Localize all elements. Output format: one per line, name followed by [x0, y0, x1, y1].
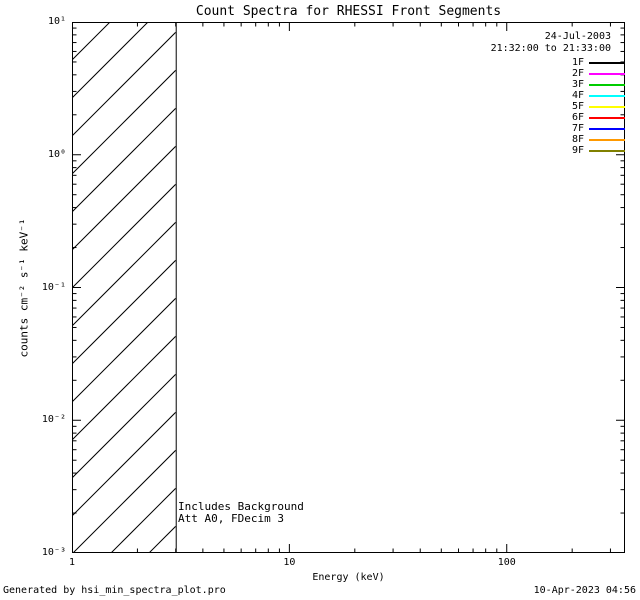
y-tick-label: 10⁻² [41, 414, 66, 426]
y-tick-label: 10⁻¹ [41, 281, 66, 293]
legend-color-line [589, 61, 625, 64]
legend-entry: 9F [491, 145, 625, 156]
footer-timestamp: 10-Apr-2023 04:56 [533, 585, 636, 596]
legend-label: 7F [571, 123, 584, 134]
legend-entry: 5F [491, 101, 625, 112]
legend-entry: 4F [491, 90, 625, 101]
legend-entry: 8F [491, 134, 625, 145]
y-tick-label: 10⁰ [47, 148, 66, 160]
legend-entry: 2F [491, 68, 625, 79]
legend-entry: 7F [491, 123, 625, 134]
legend-label: 1F [571, 57, 584, 68]
annotation-attenuator-state: Att A0, FDecim 3 [178, 512, 284, 525]
legend-label: 9F [571, 145, 584, 156]
x-tick-label: 1 [68, 557, 76, 568]
legend-entry: 3F [491, 79, 625, 90]
plot-area [72, 22, 625, 553]
chart-title: Count Spectra for RHESSI Front Segments [195, 4, 502, 19]
legend-label: 5F [571, 101, 584, 112]
legend-time-range: 21:32:00 to 21:33:00 [490, 43, 611, 54]
legend-entry: 1F [491, 57, 625, 68]
legend-label: 8F [571, 134, 584, 145]
legend-color-line [589, 83, 625, 86]
legend-entries: 1F 2F 3F 4F 5F 6F 7F 8F 9F [491, 57, 625, 156]
legend-label: 4F [571, 90, 584, 101]
y-tick-label: 10¹ [47, 16, 66, 27]
legend-color-line [589, 105, 625, 108]
x-axis-label: Energy (keV) [312, 572, 385, 583]
x-tick-label: 10 [283, 557, 296, 568]
y-tick-label: 10⁻³ [41, 547, 66, 558]
legend-color-line [589, 149, 625, 152]
hatched-region [72, 22, 176, 553]
annotation-includes-background: Includes Background [178, 500, 304, 513]
legend-color-line [589, 94, 625, 97]
legend: 24-Jul-2003 21:32:00 to 21:33:00 1F 2F 3F 4… [491, 31, 625, 156]
legend-color-line [589, 138, 625, 141]
legend-label: 6F [571, 112, 584, 123]
footer-generator-text: Generated by hsi_min_spectra_plot.pro [3, 585, 226, 596]
legend-label: 3F [571, 79, 584, 90]
legend-label: 2F [571, 68, 584, 79]
legend-color-line [589, 127, 625, 130]
legend-entry: 6F [491, 112, 625, 123]
x-tick-label: 100 [497, 557, 516, 568]
legend-date: 24-Jul-2003 [544, 31, 611, 42]
axis-ticks [72, 22, 625, 553]
legend-color-line [589, 72, 625, 75]
legend-color-line [589, 116, 625, 119]
